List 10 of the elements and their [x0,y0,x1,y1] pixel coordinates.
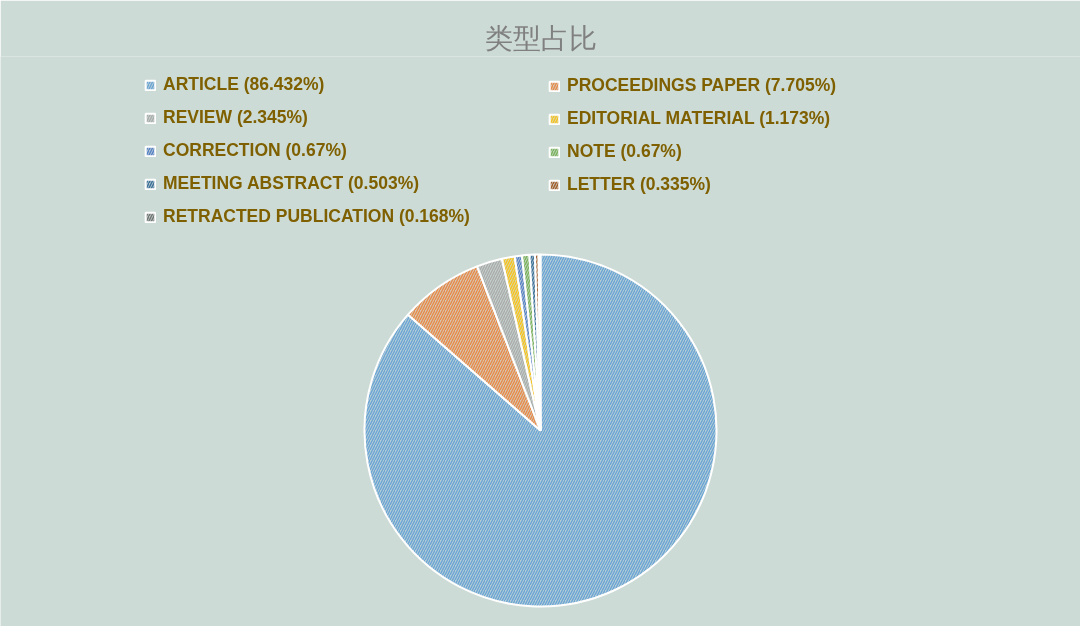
legend-label: PROCEEDINGS PAPER (7.705%) [567,75,837,96]
legend-label: REVIEW (2.345%) [163,107,308,128]
legend-label: LETTER (0.335%) [567,174,711,195]
legend-label: ARTICLE (86.432%) [163,74,325,95]
legend-label: NOTE (0.67%) [567,141,682,162]
chart-title: 类型占比 [484,22,597,54]
legend-label: RETRACTED PUBLICATION (0.168%) [163,206,470,227]
legend-label: EDITORIAL MATERIAL (1.173%) [567,108,831,129]
legend-label: MEETING ABSTRACT (0.503%) [163,173,420,194]
legend-label: CORRECTION (0.67%) [163,140,347,161]
